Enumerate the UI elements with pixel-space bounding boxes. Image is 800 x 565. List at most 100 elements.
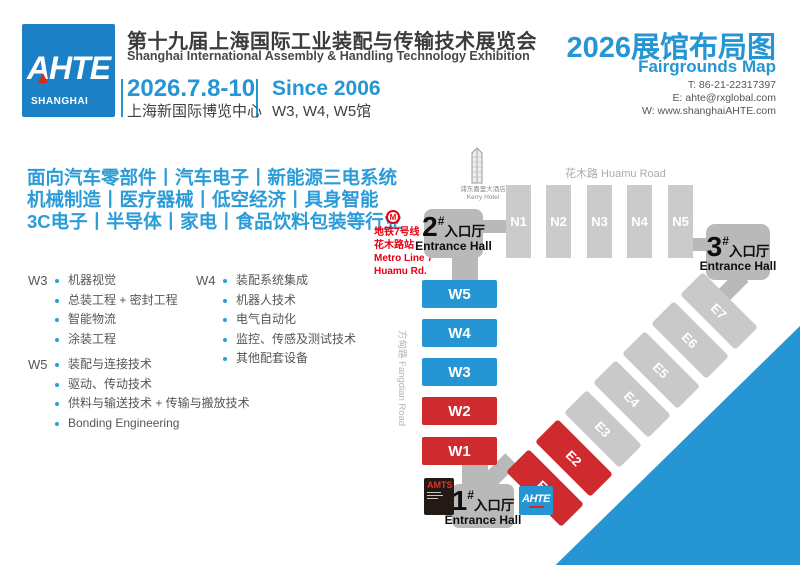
- entrance1-hash: #: [467, 488, 474, 502]
- metro-station-cn: 花木路站: [374, 240, 414, 251]
- amts-logo-smalltext-line: [427, 498, 438, 499]
- bullet-icon: [223, 279, 227, 283]
- hall-label-w4: W4: [196, 273, 216, 288]
- kerry-hotel-label: 浦东嘉里大酒店 Kerry Hotel: [445, 186, 521, 201]
- list-item: Bonding Engineering: [68, 415, 180, 430]
- bullet-icon: [223, 318, 227, 322]
- bullet-icon: [55, 402, 59, 406]
- list-item: 监控、传感及测试技术: [236, 331, 357, 346]
- entrance-hall-2: 2#入口厅 Entrance Hall: [415, 209, 492, 258]
- connector-ent2-n1: [483, 220, 507, 233]
- exhibition-date: 2026.7.8-10: [127, 75, 256, 102]
- ahte-logo: AHTE SHANGHAI: [22, 24, 115, 117]
- amts-logo-smalltext-line: [427, 495, 443, 496]
- ahte-map-logo-text: AHTE: [522, 493, 550, 505]
- list-item: 机器人技术: [236, 292, 297, 307]
- ahte-map-logo-redbar: [528, 506, 544, 508]
- metro-station-label: 地铁7号线 花木路站 Metro Line 7 Huamu Rd.: [374, 226, 433, 278]
- bullet-icon: [55, 298, 59, 303]
- amts-logo: AMTS: [424, 478, 454, 515]
- list-item: 供料与输送技术 + 传输与搬放技术: [68, 396, 250, 410]
- entrance3-hash: #: [722, 234, 729, 248]
- hall-list-w3: W3 机器视觉 总装工程 + 密封工程 智能物流 涂装工程: [28, 273, 178, 352]
- entrance2-cn: 入口厅: [444, 224, 485, 239]
- entrance-hall-3: 3#入口厅 Entrance Hall: [700, 224, 776, 280]
- bullet-icon: [223, 357, 227, 361]
- fangdian-road-label: 方甸路 Fangdian Road: [396, 330, 407, 427]
- ahte-logo-text: AHTE: [26, 50, 111, 86]
- contact-web: W: www.shanghaiAHTE.com: [641, 105, 776, 117]
- header-divider-left: [121, 79, 123, 117]
- metro-line-cn: 地铁7号线: [374, 227, 420, 238]
- hall-n2: N2: [546, 185, 571, 258]
- connector-ent3-n5: [691, 238, 707, 251]
- hall-w4: W4: [422, 319, 497, 347]
- bullet-icon: [55, 337, 59, 342]
- hall-n5: N5: [668, 185, 693, 258]
- entrance2-number: 2: [422, 211, 438, 242]
- hall-w2: W2: [422, 397, 497, 425]
- metro-station-en: Huamu Rd.: [374, 266, 427, 277]
- entrance2-en: Entrance Hall: [415, 239, 492, 253]
- bullet-icon: [55, 318, 59, 322]
- entrance2-hash: #: [437, 214, 445, 228]
- list-item: 涂装工程: [68, 331, 117, 346]
- logo-red-triangle-icon: [38, 73, 48, 83]
- list-item: 装配系统集成: [236, 273, 309, 287]
- bullet-icon: [55, 382, 59, 387]
- entrance1-number: 1: [451, 485, 468, 516]
- ahte-map-logo: AHTE: [519, 486, 553, 515]
- hall-list-w5: W5 装配与连接技术 驱动、传动技术 供料与输送技术 + 传输与搬放技术 Bond…: [28, 357, 250, 436]
- huamu-road-label: 花木路 Huamu Road: [565, 168, 666, 180]
- bullet-icon: [223, 298, 227, 303]
- entrance-hall-1: 1#入口厅 Entrance Hall: [445, 484, 521, 528]
- entrance1-en: Entrance Hall: [444, 513, 522, 527]
- header-divider-mid: [256, 79, 258, 117]
- hall-list-w4: W4 装配系统集成 机器人技术 电气自动化 监控、传感及测试技术 其他配套设备: [196, 273, 357, 372]
- hall-n1: N1: [506, 185, 531, 258]
- exhibition-title-en: Shanghai International Assembly & Handli…: [127, 49, 530, 63]
- kerry-hotel-icon: [471, 147, 483, 184]
- metro-line-en: Metro Line 7: [374, 253, 433, 264]
- hall-w3: W3: [422, 358, 497, 386]
- kerry-hotel-cn: 浦东嘉里大酒店: [460, 186, 506, 193]
- hall-label-w3: W3: [28, 273, 48, 288]
- bullet-icon: [55, 363, 59, 367]
- bullet-icon: [55, 279, 59, 283]
- kerry-hotel-en: Kerry Hotel: [466, 193, 500, 201]
- ahte-logo-city: SHANGHAI: [31, 96, 89, 107]
- industries-line3: 3C电子丨半导体丨家电丨食品饮料包装等行业: [27, 211, 403, 232]
- amts-logo-text: AMTS: [427, 480, 453, 490]
- bullet-icon: [55, 421, 59, 426]
- list-item: 电气自动化: [236, 312, 297, 326]
- map-title-en: Fairgrounds Map: [638, 57, 776, 76]
- entrance1-cn: 入口厅: [473, 498, 515, 513]
- list-item: 总装工程 + 密封工程: [68, 292, 178, 307]
- hall-w5: W5: [422, 280, 497, 308]
- hall-w1: W1: [422, 437, 497, 465]
- hall-n3: N3: [587, 185, 612, 258]
- contact-tel: T: 86-21-22317397: [687, 79, 776, 91]
- industries-line1: 面向汽车零部件丨汽车电子丨新能源三电系统: [27, 167, 398, 188]
- connector-ent2-w5: [452, 254, 478, 282]
- entrance3-number: 3: [706, 231, 723, 262]
- bullet-icon: [223, 337, 227, 342]
- industries-block: 面向汽车零部件丨汽车电子丨新能源三电系统 机械制造丨医疗器械丨低空经济丨具身智能…: [27, 167, 402, 233]
- metro-icon: M: [386, 210, 400, 224]
- list-item: 装配与连接技术: [68, 357, 153, 371]
- list-item: 其他配套设备: [236, 351, 309, 365]
- list-item: 智能物流: [68, 312, 117, 326]
- exhibition-venue: 上海新国际博览中心: [127, 103, 263, 120]
- list-item: 机器视觉: [68, 273, 117, 287]
- amts-logo-smalltext-line: [427, 492, 441, 493]
- contact-email: E: ahte@rxglobal.com: [672, 92, 776, 104]
- exhibition-title-cn: 第十九届上海国际工业装配与传输技术展览会: [127, 31, 537, 53]
- hall-label-w5: W5: [28, 357, 48, 372]
- since-label: Since 2006: [272, 77, 381, 100]
- halls-label: W3, W4, W5馆: [272, 103, 372, 120]
- entrance3-en: Entrance Hall: [699, 259, 777, 273]
- contact-block: T: 86-21-22317397 E: ahte@rxglobal.com W…: [642, 79, 776, 118]
- map-title-cn: 2026展馆布局图: [566, 32, 776, 64]
- list-item: 驱动、传动技术: [68, 376, 153, 391]
